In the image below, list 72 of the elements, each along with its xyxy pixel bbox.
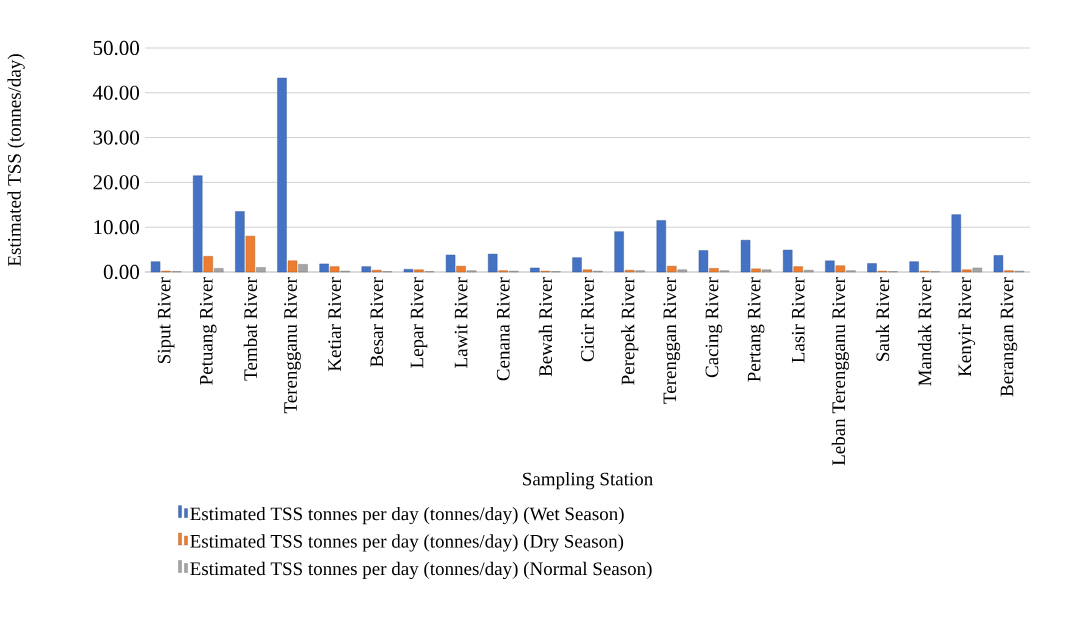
x-tick-label: Terengganu River	[284, 277, 301, 414]
x-tick-label: Mandak River	[917, 277, 932, 386]
x-tick-label: Tembat River	[243, 277, 258, 381]
x-tick-label: Siput River	[157, 277, 175, 364]
x-tick-label: Besar River	[370, 277, 384, 367]
x-tick-label: Leban Terengganu River	[831, 277, 849, 466]
x-tick-label: Cacing River	[705, 277, 723, 378]
bar	[740, 239, 751, 273]
bar	[667, 265, 677, 273]
bar	[751, 268, 761, 273]
y-tick-label: 50.00	[93, 40, 140, 56]
bar	[414, 269, 424, 273]
bar	[361, 266, 371, 273]
bar	[150, 261, 161, 273]
bar	[835, 265, 846, 273]
bar	[403, 269, 414, 273]
bar	[277, 77, 287, 273]
y-tick-label: 40.00	[92, 85, 140, 100]
x-tick-label: Lawit River	[454, 277, 468, 368]
x-tick-label: Sauk River	[875, 277, 890, 361]
bar	[214, 268, 224, 273]
bar	[530, 267, 540, 273]
bar	[951, 214, 961, 273]
x-tick-label: Petuang River	[199, 277, 217, 385]
x-tick-label: Perepek River	[621, 277, 639, 385]
bar	[488, 253, 498, 273]
bar	[825, 260, 835, 273]
bar	[245, 235, 256, 273]
bar	[972, 267, 982, 273]
bar	[329, 266, 340, 273]
bar	[698, 250, 709, 273]
bar	[572, 257, 582, 273]
x-tick-label: Berangan River	[1000, 277, 1018, 397]
x-tick-label: Cicir River	[581, 277, 594, 362]
bar	[298, 264, 308, 273]
y-axis-title: Estimated TSS (tonnes/day)	[7, 54, 25, 267]
legend-label: Estimated TSS tonnes per day (tonnes/day) (Dry Season)	[190, 534, 624, 552]
y-tick-label: 0.00	[103, 264, 140, 280]
bar	[909, 261, 919, 273]
x-tick-label: Ketiar River	[328, 277, 342, 372]
bar	[445, 254, 456, 273]
y-tick-label: 30.00	[93, 130, 140, 145]
x-axis-title: Sampling Station	[523, 472, 653, 490]
x-tick-label: Pertang River	[747, 277, 765, 382]
x-tick-label: Bewah River	[538, 277, 553, 377]
x-tick-label: Lepar River	[410, 277, 428, 368]
bar	[456, 265, 466, 273]
bar	[319, 263, 329, 273]
legend-label: Estimated TSS tonnes per day (tonnes/day) (Wet Season)	[190, 506, 624, 525]
x-tick-label: Kenyir River	[958, 277, 976, 377]
legend-label: Estimated TSS tonnes per day (tonnes/day) (Normal Season)	[190, 561, 652, 580]
x-tick-label: Terenggan River	[663, 277, 681, 404]
bar	[256, 267, 266, 273]
x-tick-label: Cenana River	[496, 277, 510, 381]
bar	[993, 255, 1004, 273]
bar	[783, 249, 793, 273]
bar	[709, 268, 719, 273]
bar	[761, 269, 772, 273]
bar	[287, 260, 298, 273]
bar	[193, 175, 203, 273]
bar	[656, 220, 666, 273]
x-tick-label: Lasir River	[791, 277, 805, 363]
bar	[235, 211, 245, 273]
bar	[677, 269, 687, 273]
bar	[793, 266, 803, 273]
bar	[582, 269, 593, 273]
bar	[962, 269, 972, 273]
bar	[614, 231, 624, 273]
bar	[867, 263, 877, 273]
bar	[203, 256, 213, 273]
y-tick-label: 10.00	[94, 220, 140, 235]
y-tick-label: 20.00	[93, 175, 140, 190]
